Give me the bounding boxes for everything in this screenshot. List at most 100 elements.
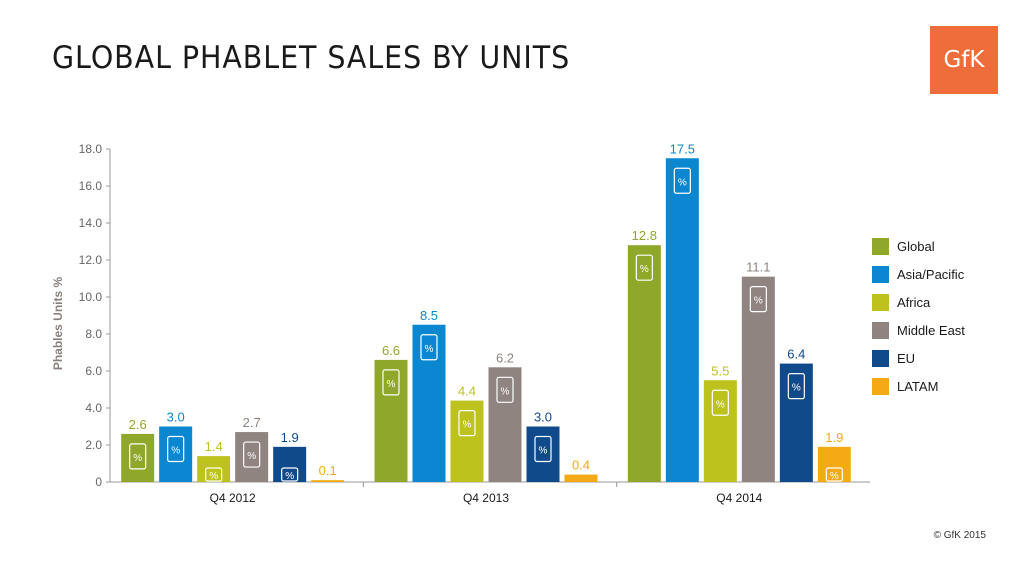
svg-text:%: % bbox=[133, 453, 142, 464]
legend-swatch bbox=[872, 293, 889, 311]
svg-text:%: % bbox=[285, 471, 294, 482]
legend-item-africa: Africa bbox=[872, 288, 965, 316]
chart-title: GLOBAL PHABLET SALES BY UNITS bbox=[52, 40, 571, 76]
chart-legend: Global Asia/Pacific Africa Middle East EU LAT… bbox=[872, 232, 965, 400]
bar-value-label: 3.0 bbox=[534, 410, 552, 425]
legend-swatch bbox=[872, 237, 889, 255]
legend-swatch bbox=[872, 265, 889, 283]
bar-value-label: 1.4 bbox=[205, 439, 223, 454]
bar-value-label: 11.1 bbox=[746, 260, 770, 275]
copyright-text: © GfK 2015 bbox=[933, 530, 986, 541]
y-tick-label: 10.0 bbox=[79, 290, 103, 304]
y-tick-label: 6.0 bbox=[85, 364, 102, 378]
bar-africa-q4-2012 bbox=[197, 456, 231, 482]
phone-percent-icon: % bbox=[711, 389, 729, 416]
y-tick-label: 16.0 bbox=[79, 179, 103, 193]
phone-percent-icon: % bbox=[458, 410, 476, 437]
logo-text: GfK bbox=[943, 47, 985, 73]
svg-text:%: % bbox=[247, 451, 256, 462]
svg-text:%: % bbox=[678, 177, 687, 188]
phone-percent-icon: % bbox=[749, 286, 767, 313]
bar-value-label: 1.9 bbox=[825, 430, 843, 445]
legend-label: Global bbox=[897, 238, 935, 254]
legend-item-asia-pacific: Asia/Pacific bbox=[872, 260, 965, 288]
legend-label: LATAM bbox=[897, 378, 939, 394]
bar-africa-q4-2014 bbox=[703, 380, 737, 482]
phone-percent-icon: % bbox=[205, 467, 223, 482]
bar-value-label: 5.5 bbox=[711, 363, 729, 378]
svg-text:%: % bbox=[830, 471, 839, 482]
phone-percent-icon: % bbox=[382, 369, 400, 396]
bar-eu-q4-2013 bbox=[526, 426, 560, 482]
y-axis-label: Phables Units % bbox=[51, 276, 65, 370]
svg-text:%: % bbox=[539, 446, 548, 457]
bar-latam-q4-2013 bbox=[564, 474, 598, 482]
phone-percent-icon: % bbox=[167, 435, 185, 463]
phone-percent-icon: % bbox=[243, 441, 261, 468]
bar-eu-q4-2014 bbox=[779, 363, 813, 482]
bar-value-label: 2.7 bbox=[243, 415, 261, 430]
bar-value-label: 0.4 bbox=[572, 458, 590, 473]
phone-percent-icon: % bbox=[420, 334, 438, 361]
bar-eu-q4-2012 bbox=[273, 446, 307, 482]
svg-text:%: % bbox=[463, 420, 472, 431]
bar-value-label: 0.1 bbox=[319, 463, 337, 478]
phone-percent-icon: % bbox=[635, 254, 653, 281]
y-tick-label: 8.0 bbox=[85, 327, 102, 341]
phone-percent-icon: % bbox=[787, 373, 805, 400]
bar-value-label: 1.9 bbox=[281, 430, 299, 445]
legend-label: Asia/Pacific bbox=[897, 266, 965, 282]
legend-swatch bbox=[872, 377, 889, 395]
svg-text:%: % bbox=[171, 446, 180, 457]
phone-percent-icon: % bbox=[281, 467, 299, 482]
bar-value-label: 6.2 bbox=[496, 350, 514, 365]
bar-global-q4-2013 bbox=[374, 359, 408, 482]
phone-percent-icon: % bbox=[129, 443, 147, 470]
bar-global-q4-2014 bbox=[627, 245, 661, 482]
bar-asia-pacific-q4-2014 bbox=[665, 158, 699, 482]
y-tick-label: 4.0 bbox=[85, 401, 102, 415]
phone-percent-icon: % bbox=[496, 376, 514, 403]
bar-value-label: 3.0 bbox=[167, 410, 185, 425]
bar-middle-east-q4-2013 bbox=[488, 367, 522, 482]
bar-value-label: 8.5 bbox=[420, 308, 438, 323]
svg-text:%: % bbox=[501, 386, 510, 397]
x-category-label: Q4 2014 bbox=[716, 491, 762, 505]
bar-global-q4-2012 bbox=[121, 433, 155, 482]
x-category-label: Q4 2013 bbox=[463, 491, 509, 505]
legend-swatch bbox=[872, 349, 889, 367]
phone-percent-icon: % bbox=[534, 435, 552, 463]
svg-text:%: % bbox=[754, 296, 763, 307]
gfk-logo: GfK bbox=[930, 26, 998, 94]
svg-text:%: % bbox=[716, 399, 725, 410]
x-category-label: Q4 2012 bbox=[210, 491, 256, 505]
svg-text:%: % bbox=[387, 379, 396, 390]
bar-latam-q4-2012 bbox=[311, 480, 345, 482]
svg-text:%: % bbox=[640, 264, 649, 275]
phone-percent-icon: % bbox=[825, 467, 843, 482]
svg-text:%: % bbox=[209, 471, 218, 482]
legend-item-global: Global bbox=[872, 232, 965, 260]
bar-asia-pacific-q4-2012 bbox=[159, 426, 193, 482]
legend-label: Middle East bbox=[897, 322, 965, 338]
legend-swatch bbox=[872, 321, 889, 339]
bar-africa-q4-2013 bbox=[450, 400, 484, 482]
legend-item-eu: EU bbox=[872, 344, 965, 372]
bar-middle-east-q4-2012 bbox=[235, 432, 269, 482]
bar-value-label: 17.5 bbox=[670, 141, 695, 156]
y-tick-label: 18.0 bbox=[79, 142, 103, 156]
bar-value-label: 6.4 bbox=[787, 347, 805, 362]
svg-text:%: % bbox=[425, 344, 434, 355]
bar-value-label: 2.6 bbox=[129, 417, 147, 432]
legend-item-middle-east: Middle East bbox=[872, 316, 965, 344]
bar-value-label: 12.8 bbox=[632, 228, 657, 243]
y-tick-label: 2.0 bbox=[85, 438, 102, 452]
bar-asia-pacific-q4-2013 bbox=[412, 324, 446, 482]
legend-label: EU bbox=[897, 350, 916, 366]
y-tick-label: 12.0 bbox=[79, 253, 103, 267]
y-tick-label: 14.0 bbox=[79, 216, 103, 230]
legend-label: Africa bbox=[897, 294, 931, 310]
svg-text:%: % bbox=[792, 383, 801, 394]
y-tick-label: 0 bbox=[95, 475, 102, 489]
